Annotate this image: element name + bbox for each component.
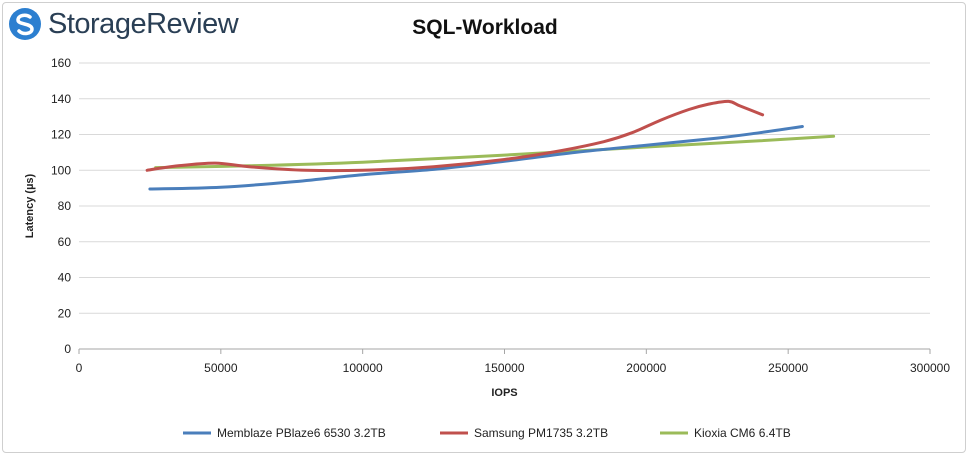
y-axis-label: Latency (µs) (24, 173, 36, 238)
y-tick-label: 160 (51, 56, 71, 70)
legend: Memblaze PBlaze6 6530 3.2TB Samsung PM173… (183, 426, 791, 440)
y-tick-label: 120 (51, 128, 71, 142)
x-tick-label: 200000 (626, 361, 666, 375)
brand-name: StorageReview (48, 7, 239, 40)
series-line-1 (145, 99, 765, 173)
legend-label-2: Kioxia CM6 6.4TB (694, 426, 791, 440)
x-axis-ticks: 0 50000 100000 150000 200000 250000 300000 (76, 349, 950, 375)
y-tick-label: 40 (58, 271, 72, 285)
y-tick-label: 140 (51, 92, 71, 106)
x-axis-label: IOPS (491, 387, 517, 399)
series-lines (145, 99, 836, 191)
x-tick-label: 100000 (343, 361, 383, 375)
legend-label-1: Samsung PM1735 3.2TB (474, 426, 608, 440)
x-tick-label: 0 (76, 361, 83, 375)
x-tick-label: 250000 (768, 361, 808, 375)
y-tick-label: 100 (51, 163, 71, 177)
series-line-0 (148, 125, 804, 191)
y-tick-label: 0 (64, 342, 71, 356)
y-axis-ticks: 0 20 40 60 80 100 120 140 160 (51, 56, 71, 356)
x-tick-label: 150000 (484, 361, 524, 375)
x-tick-label: 50000 (204, 361, 238, 375)
storagereview-logo-icon (9, 8, 41, 40)
legend-label-0: Memblaze PBlaze6 6530 3.2TB (217, 426, 386, 440)
brand-logo: StorageReview (8, 6, 239, 42)
grid-lines (79, 62, 930, 314)
y-tick-label: 60 (58, 235, 72, 249)
y-tick-label: 20 (58, 306, 72, 320)
y-tick-label: 80 (58, 199, 72, 213)
chart-title: SQL-Workload (412, 16, 558, 39)
x-tick-label: 300000 (910, 361, 950, 375)
